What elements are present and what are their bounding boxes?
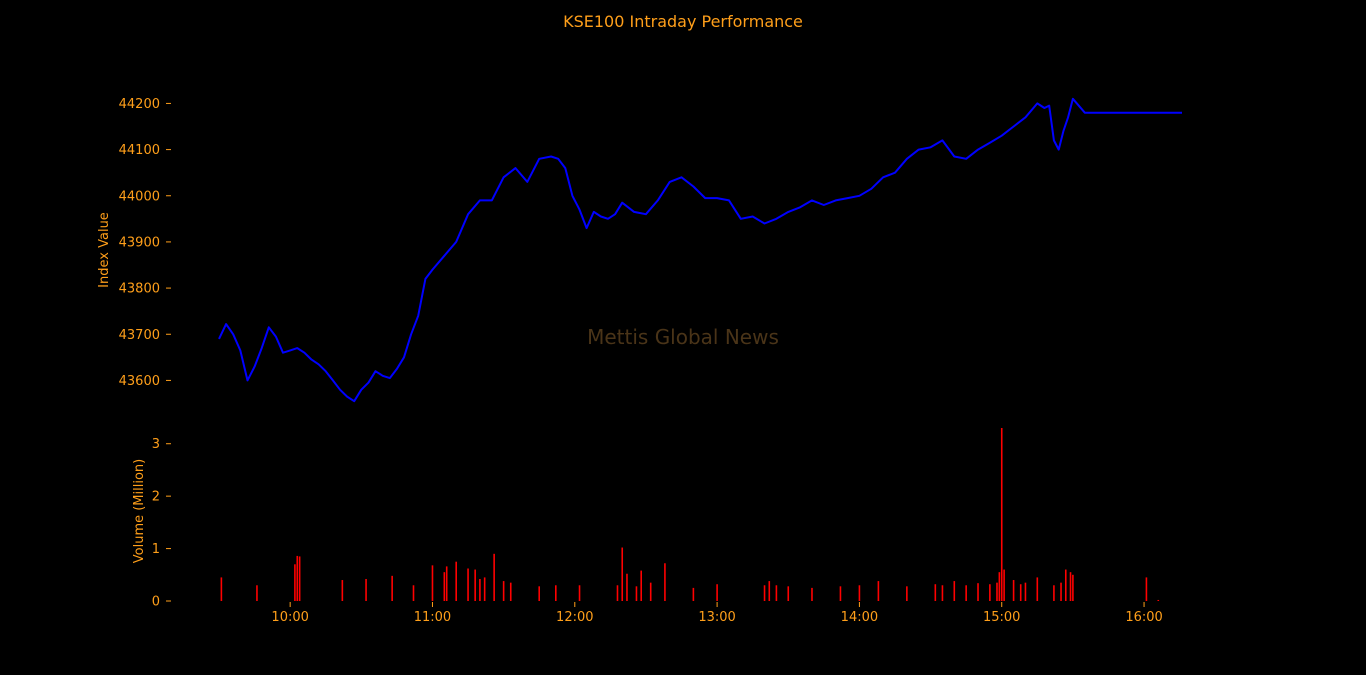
index-y-tick: 44200 (119, 97, 171, 112)
index-y-axis-label: Index Value (97, 212, 112, 288)
index-y-tick-label: 43600 (119, 374, 160, 389)
volume-y-tick-label: 1 (152, 542, 160, 557)
x-tick-label: 12:00 (556, 610, 593, 625)
index-y-tick-label: 44200 (119, 97, 160, 112)
volume-bars (220, 428, 1160, 601)
x-tick-label: 14:00 (841, 610, 878, 625)
index-y-tick: 43600 (119, 374, 171, 389)
volume-y-tick-label: 2 (152, 490, 160, 505)
index-y-tick-label: 43900 (119, 235, 160, 250)
index-y-tick-label: 44000 (119, 189, 160, 204)
x-tick: 12:00 (556, 602, 594, 625)
index-y-tick: 43800 (119, 282, 171, 297)
x-tick-label: 15:00 (983, 610, 1020, 625)
index-y-tick-label: 43800 (119, 282, 160, 297)
x-tick: 14:00 (841, 602, 878, 625)
x-tick: 15:00 (983, 602, 1020, 625)
x-tick: 16:00 (1125, 602, 1163, 625)
index-y-tick-label: 44100 (119, 143, 160, 158)
chart-title: KSE100 Intraday Performance (563, 12, 803, 31)
x-tick: 10:00 (271, 602, 309, 625)
volume-y-tick: 0 (152, 595, 171, 610)
x-tick: 13:00 (698, 602, 736, 625)
x-tick: 11:00 (414, 602, 451, 625)
x-tick-label: 16:00 (1125, 610, 1162, 625)
index-line (218, 97, 1182, 403)
index-y-tick: 44100 (119, 143, 171, 158)
index-y-ticks: 43600 43700 43800 43900 44000 44100 44200 (119, 97, 171, 389)
volume-y-tick: 1 (152, 542, 171, 557)
volume-y-axis-label: Volume (Million) (132, 459, 147, 563)
x-ticks: 10:00 11:00 12:00 13:00 14:00 15:00 16:00 (271, 602, 1163, 625)
volume-y-tick: 2 (152, 490, 171, 505)
index-y-tick: 44000 (119, 189, 171, 204)
x-tick-label: 13:00 (698, 610, 735, 625)
x-tick-label: 11:00 (414, 610, 451, 625)
volume-y-tick-label: 3 (152, 437, 160, 452)
volume-y-tick-label: 0 (152, 595, 160, 610)
index-y-tick: 43900 (119, 235, 171, 250)
index-y-tick: 43700 (119, 328, 171, 343)
volume-y-tick: 3 (152, 437, 171, 452)
watermark: Mettis Global News (587, 325, 779, 349)
x-tick-label: 10:00 (271, 610, 308, 625)
volume-y-ticks: 0 1 2 3 (152, 437, 171, 610)
index-y-tick-label: 43700 (119, 328, 160, 343)
